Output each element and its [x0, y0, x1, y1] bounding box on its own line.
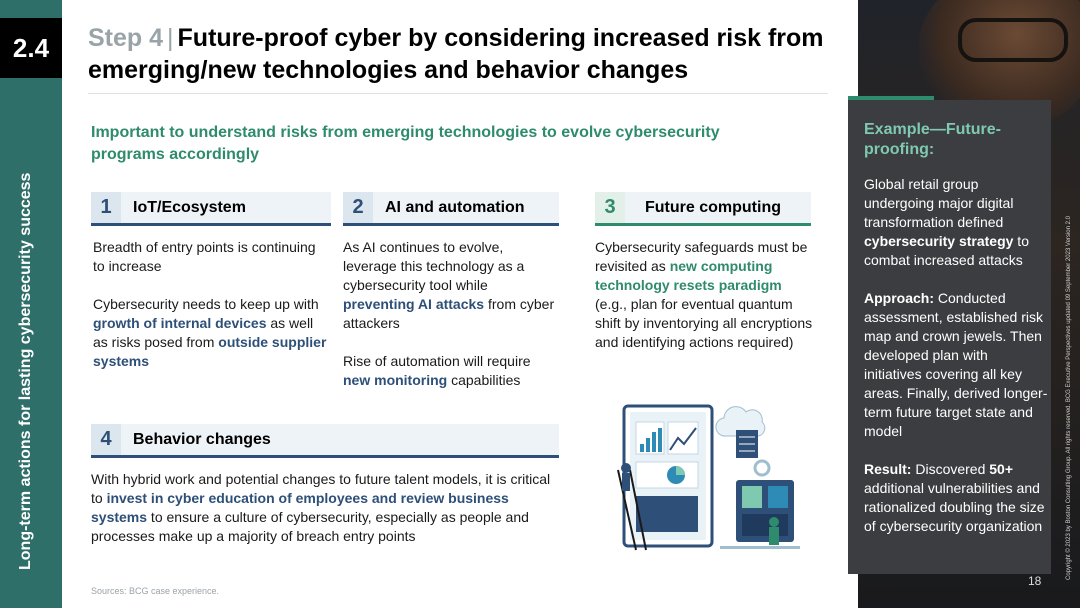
text-run: from cyber attackers — [343, 296, 555, 331]
pillar-3-label: Future computing — [645, 198, 781, 216]
text-run: Cybersecurity needs to keep up with — [93, 296, 319, 312]
pillar-4-header: 4 Behavior changes — [91, 424, 559, 458]
text-run: Cybersecurity safeguards must be revisit… — [595, 239, 808, 274]
pillar-2-para-2: Rise of automation will require new moni… — [343, 352, 555, 390]
title-separator: | — [167, 24, 174, 52]
intro-text: Important to understand risks from emerg… — [91, 124, 720, 163]
pillar-1-header: 1 IoT/Ecosystem — [91, 192, 331, 226]
title-text: Future-proof cyber by considering increa… — [88, 24, 824, 84]
header-divider — [88, 93, 828, 94]
text-run: (e.g., plan for eventual quantum shift b… — [595, 296, 813, 350]
highlight-text: outside supplier systems — [93, 334, 327, 369]
pillar-4-number: 4 — [91, 424, 121, 455]
text-run: to ensure a culture of cybersecurity, es… — [91, 509, 529, 544]
highlight-text: preventing AI attacks — [343, 296, 485, 312]
vertical-section-title: Long-term actions for lasting cybersecur… — [17, 172, 34, 570]
pillar-3-text: Cybersecurity safeguards must be revisit… — [595, 238, 817, 371]
text-run: Global retail group undergoing major dig… — [864, 176, 1014, 230]
pillar-1-number: 1 — [91, 192, 121, 223]
example-body: Global retail group undergoing major dig… — [864, 175, 1048, 555]
example-title: Example—Future-proofing: — [864, 121, 1001, 158]
bold-text: 50+ — [989, 461, 1014, 477]
page-title: Step 4 | Future-proof cyber by considering… — [88, 22, 828, 86]
sources-note: Sources: BCG case experience. — [91, 586, 220, 596]
highlight-text: new computing technology resets paradigm — [595, 258, 782, 293]
highlight-text: invest in cyber education of employees a… — [91, 490, 509, 525]
text-run: Discovered — [911, 461, 990, 477]
pillar-4-label: Behavior changes — [133, 430, 271, 448]
pillar-2-label: AI and automation — [385, 198, 525, 216]
pillar-1-para-2: Cybersecurity needs to keep up with grow… — [93, 295, 329, 371]
bold-text: cybersecurity strategy — [864, 233, 1014, 249]
pillar-1-label: IoT/Ecosystem — [133, 198, 246, 216]
pillar-3-header: 3 Future computing — [595, 192, 811, 226]
section-number: 2.4 — [0, 18, 62, 78]
pillar-2-header: 2 AI and automation — [343, 192, 559, 226]
copyright-note: Copyright © 2023 by Boston Consulting Gr… — [1066, 216, 1072, 580]
text-run: as well as risks posed from — [93, 315, 314, 350]
text-run: Conducted assessment, established risk m… — [864, 290, 1048, 439]
panel-accent-bar — [848, 96, 934, 100]
example-result: Result: Discovered 50+ additional vulner… — [864, 460, 1048, 536]
text-run: With hybrid work and potential changes t… — [91, 471, 551, 506]
pillar-4-para-1: With hybrid work and potential changes t… — [91, 470, 561, 546]
pillar-3-para-1: Cybersecurity safeguards must be revisit… — [595, 238, 817, 352]
highlight-text: new monitoring — [343, 372, 448, 388]
pillar-2-text: As AI continues to evolve, leverage this… — [343, 238, 555, 409]
text-run: Rise of automation will require — [343, 353, 531, 369]
bold-text: Result: — [864, 461, 912, 477]
technology-illustration — [617, 404, 800, 551]
example-panel: Example—Future-proofing: Global retail g… — [848, 100, 1051, 574]
text-run: to combat increased attacks — [864, 233, 1029, 268]
highlight-text: growth of internal devices — [93, 315, 267, 331]
text-run: capabilities — [447, 372, 521, 388]
page-header: Step 4 | Future-proof cyber by considering… — [88, 22, 828, 86]
pillar-2-number: 2 — [343, 192, 373, 223]
pillar-1-text: Breadth of entry points is continuing to… — [93, 238, 329, 390]
text-run: As AI continues to evolve, leverage this… — [343, 239, 525, 293]
glasses — [958, 18, 1068, 62]
pillar-4-text: With hybrid work and potential changes t… — [91, 470, 561, 565]
left-band — [0, 0, 62, 608]
pillar-1-para-1: Breadth of entry points is continuing to… — [93, 239, 316, 274]
page-number: 18 — [1028, 574, 1042, 588]
pillar-3-number: 3 — [595, 192, 625, 223]
pillar-2-para-1: As AI continues to evolve, leverage this… — [343, 238, 555, 333]
bold-text: Approach: — [864, 290, 934, 306]
step-label: Step 4 — [88, 24, 164, 52]
example-intro: Global retail group undergoing major dig… — [864, 175, 1048, 270]
text-run: additional vulnerabilities and rationali… — [864, 480, 1045, 534]
example-approach: Approach: Conducted assessment, establis… — [864, 289, 1048, 441]
